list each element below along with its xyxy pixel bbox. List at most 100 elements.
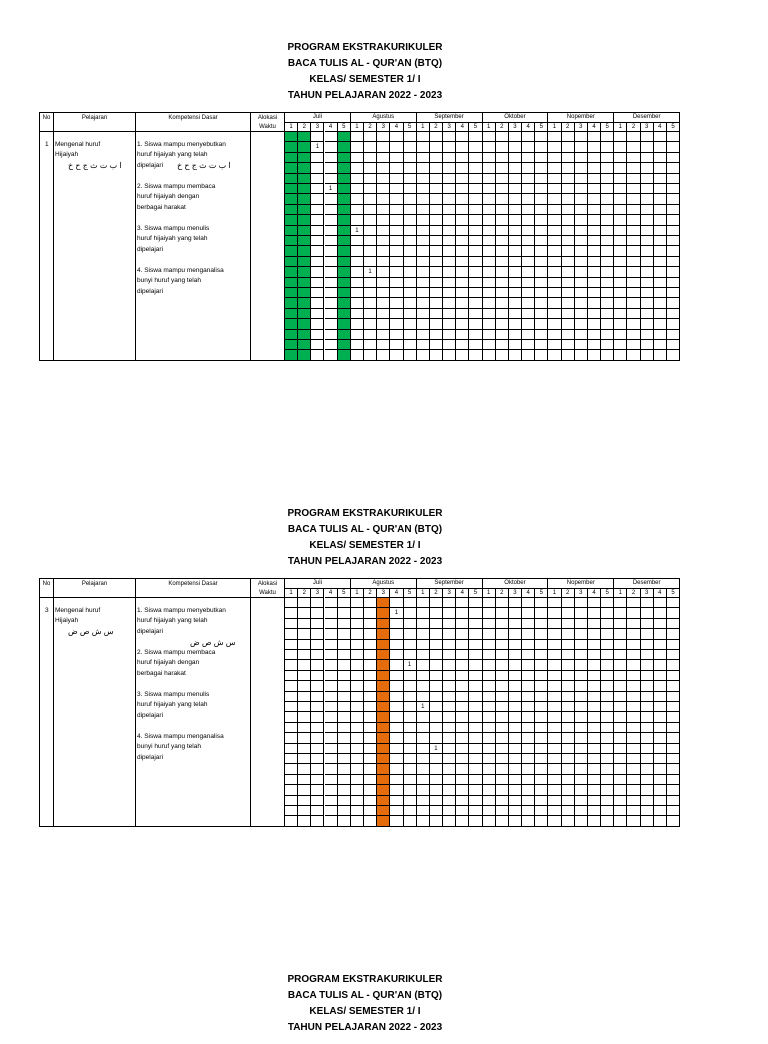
week-header: 5 — [666, 588, 681, 598]
schedule-cell — [482, 733, 496, 744]
schedule-cell — [614, 598, 628, 609]
schedule-cell — [469, 152, 483, 164]
schedule-cell — [390, 277, 404, 288]
schedule-cell — [535, 702, 549, 713]
schedule-cell — [653, 712, 667, 723]
schedule-cell — [587, 225, 602, 236]
week-header: 4 — [587, 588, 602, 598]
schedule-cell — [350, 298, 364, 309]
schedule-cell — [666, 650, 681, 661]
schedule-cell — [429, 132, 444, 143]
schedule-cell — [666, 618, 681, 630]
schedule-table: No Pelajaran Kompetensi Dasar Alokasi Waktu… — [39, 578, 681, 827]
schedule-cell — [601, 152, 615, 164]
schedule-cell — [364, 215, 378, 226]
schedule-cell — [482, 267, 496, 278]
schedule-cell — [627, 806, 641, 817]
schedule-cell — [653, 184, 667, 195]
schedule-cell — [548, 743, 562, 754]
title-line: BACA TULIS AL - QUR'AN (BTQ) — [287, 524, 443, 535]
schedule-cell — [601, 277, 615, 288]
schedule-cell — [350, 806, 364, 817]
schedule-cell — [535, 660, 549, 671]
schedule-cell — [403, 712, 417, 723]
kompetensi-arabic: ا ب ت ث ج ح خ — [177, 161, 231, 170]
week-header: 1 — [482, 122, 496, 132]
schedule-cell — [666, 142, 681, 153]
week-header: 2 — [627, 588, 641, 598]
schedule-cell — [482, 350, 496, 361]
week-header: 1 — [614, 122, 628, 132]
week-header: 4 — [324, 588, 338, 598]
schedule-cell — [548, 660, 562, 671]
col-pelajaran-header: Pelajaran — [54, 113, 136, 132]
schedule-cell — [469, 660, 483, 671]
schedule-cell — [429, 277, 444, 288]
schedule-cell — [601, 340, 615, 351]
schedule-cell — [377, 298, 391, 309]
schedule-cell-highlighted — [337, 184, 351, 195]
schedule-cell-highlighted — [337, 204, 351, 216]
schedule-cell — [653, 340, 667, 351]
schedule-cell — [535, 215, 549, 226]
schedule-cell — [666, 204, 681, 216]
schedule-cell — [324, 785, 338, 796]
schedule-cell — [364, 785, 378, 796]
schedule-cell — [403, 618, 417, 630]
schedule-cell — [666, 267, 681, 278]
schedule-cell — [495, 256, 509, 268]
schedule-cell — [390, 142, 404, 153]
schedule-cell — [522, 754, 536, 765]
column-body — [251, 598, 285, 827]
week-header: 2 — [298, 588, 312, 598]
schedule-cell — [324, 806, 338, 817]
schedule-cell — [311, 236, 325, 247]
schedule-cell — [403, 764, 417, 775]
schedule-cell — [403, 329, 417, 340]
schedule-cell — [666, 215, 681, 226]
month-header: Desember — [614, 579, 681, 589]
schedule-cell — [311, 639, 325, 650]
schedule-cell — [311, 795, 325, 806]
schedule-cell — [416, 754, 430, 765]
schedule-cell — [364, 743, 378, 754]
schedule-cell — [535, 308, 549, 320]
schedule-cell-highlighted — [337, 142, 351, 153]
schedule-cell — [469, 702, 483, 713]
schedule-cell — [601, 163, 615, 174]
schedule-cell-highlighted — [377, 608, 391, 619]
schedule-cell — [640, 215, 654, 226]
schedule-cell-highlighted — [298, 173, 312, 184]
schedule-cell — [390, 173, 404, 184]
week-header: 4 — [324, 122, 338, 132]
schedule-cell — [350, 754, 364, 765]
schedule-cell — [666, 639, 681, 650]
schedule-cell — [627, 670, 641, 682]
schedule-cell — [443, 785, 457, 796]
schedule-cell — [587, 194, 602, 205]
schedule-cell — [311, 702, 325, 713]
schedule-cell — [561, 774, 575, 786]
schedule-cell — [311, 743, 325, 754]
schedule-cell — [390, 681, 404, 692]
schedule-cell — [456, 691, 470, 702]
schedule-cell — [403, 132, 417, 143]
schedule-cell — [443, 132, 457, 143]
week-header: 1 — [416, 588, 430, 598]
schedule-cell — [587, 132, 602, 143]
kompetensi-item: 3. Siswa mampu menulis huruf hijaiyah ya… — [137, 691, 210, 719]
schedule-cell — [508, 650, 523, 661]
schedule-cell — [535, 774, 549, 786]
schedule-cell — [482, 618, 496, 630]
schedule-cell — [469, 184, 483, 195]
schedule-cell — [522, 152, 536, 164]
schedule-cell — [601, 816, 615, 827]
schedule-cell-highlighted — [298, 350, 312, 361]
schedule-cell — [495, 340, 509, 351]
schedule-cell — [627, 288, 641, 299]
schedule-cell — [627, 785, 641, 796]
schedule-cell — [666, 702, 681, 713]
schedule-cell-highlighted — [337, 329, 351, 340]
schedule-cell — [416, 795, 430, 806]
schedule-cell — [285, 712, 299, 723]
